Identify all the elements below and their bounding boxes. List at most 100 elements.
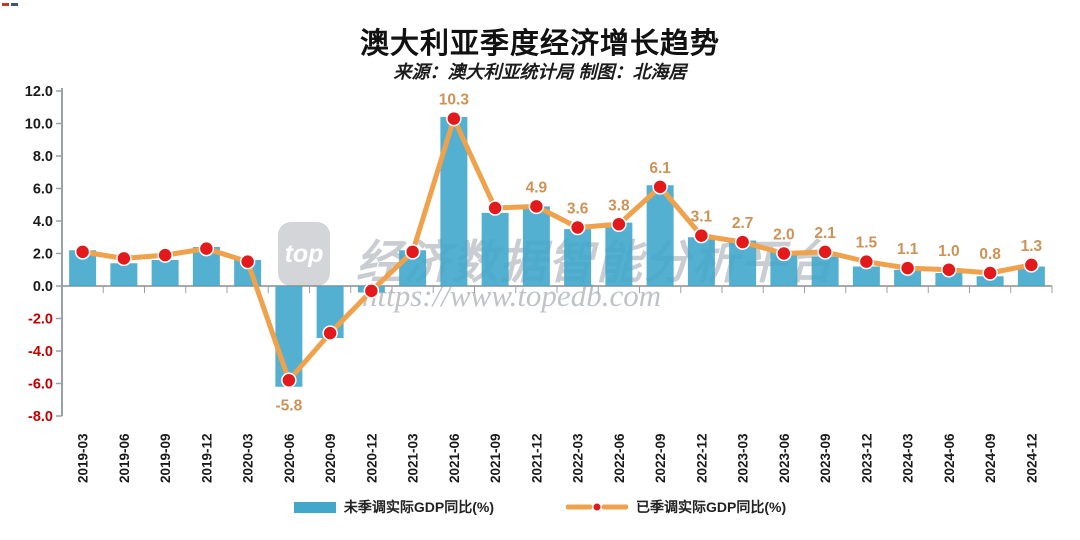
bar	[481, 212, 509, 286]
bar	[151, 260, 179, 286]
y-tick-label: 4.0	[33, 214, 53, 230]
data-label: 0.8	[979, 246, 1001, 263]
legend: 未季调实际GDP同比(%) 已季调实际GDP同比(%)	[0, 497, 1080, 517]
x-tick-label: 2022-03	[571, 433, 586, 483]
y-tick-label: -4.0	[28, 344, 53, 360]
x-tick-label: 2020-09	[323, 433, 338, 483]
bar	[564, 229, 592, 286]
x-tick-label: 2019-12	[199, 433, 214, 483]
data-point	[487, 200, 503, 216]
data-label: 2.0	[773, 227, 795, 244]
data-point	[776, 245, 792, 262]
data-point	[528, 198, 545, 215]
data-point	[652, 179, 668, 195]
bar	[976, 276, 1004, 286]
data-point	[157, 247, 173, 263]
y-tick-label: 6.0	[33, 182, 53, 198]
data-point	[281, 372, 297, 388]
watermark-logo: top	[278, 222, 330, 286]
bar-swatch-icon	[293, 501, 336, 513]
x-tick-label: 2022-12	[694, 433, 709, 483]
data-point	[1023, 257, 1040, 273]
data-point	[322, 325, 338, 341]
data-point	[693, 227, 710, 244]
x-tick-label: 2021-03	[406, 433, 421, 483]
data-point	[734, 234, 751, 250]
data-point	[74, 244, 91, 260]
x-tick-label: 2023-03	[736, 433, 751, 483]
bar	[1017, 266, 1045, 286]
data-point	[941, 262, 957, 278]
data-point	[569, 219, 586, 236]
bar	[110, 263, 138, 286]
data-point	[239, 253, 256, 270]
bar	[852, 266, 880, 286]
y-tick-label: -2.0	[28, 312, 53, 328]
chart-subtitle: 来源：澳大利亚统计局 制图：北海居	[393, 62, 687, 82]
x-tick-label: 2022-06	[612, 433, 627, 483]
data-point	[116, 250, 132, 267]
bar	[522, 206, 550, 286]
data-point	[198, 240, 215, 257]
data-label: 1.1	[897, 241, 919, 258]
data-label: 3.1	[691, 209, 713, 226]
data-label: 2.7	[732, 215, 754, 232]
x-tick-label: 2020-12	[364, 433, 379, 483]
x-tick-label: 2024-09	[983, 433, 998, 483]
x-tick-label: 2023-06	[777, 433, 792, 483]
x-tick-label: 2021-09	[488, 433, 503, 483]
data-point	[858, 253, 875, 270]
bar	[894, 269, 922, 286]
y-tick-label: 10.0	[25, 117, 53, 133]
x-tick-label: 2020-06	[282, 433, 297, 483]
bar	[687, 237, 715, 286]
legend-item-bar-series: 未季调实际GDP同比(%)	[293, 497, 494, 517]
data-label: 1.0	[938, 243, 960, 260]
x-tick-label: 2023-09	[818, 433, 833, 483]
y-tick-label: 12.0	[25, 84, 53, 100]
x-tick-label: 2024-06	[942, 433, 957, 483]
x-tick-label: 2019-06	[117, 433, 132, 483]
x-tick-label: 2021-12	[529, 433, 544, 483]
line-dot-marker-icon	[566, 503, 628, 511]
data-point	[817, 244, 833, 260]
legend-label-line: 已季调实际GDP同比(%)	[636, 499, 787, 515]
y-tick-label: 2.0	[33, 247, 53, 263]
x-tick-label: 2024-12	[1024, 433, 1039, 483]
y-tick-label: -6.0	[28, 377, 53, 393]
data-label: 10.3	[439, 92, 470, 109]
data-label: 2.1	[814, 225, 836, 242]
data-label: 1.3	[1021, 238, 1043, 255]
y-tick-label: -8.0	[28, 409, 53, 425]
x-tick-label: 2023-12	[859, 433, 874, 483]
bar	[605, 222, 633, 286]
line-series	[80, 116, 1034, 383]
x-tick-label: 2019-03	[76, 433, 91, 483]
y-tick-label: 0.0	[33, 279, 53, 295]
x-tick-label: 2020-03	[241, 433, 256, 483]
data-point	[404, 244, 421, 260]
data-point	[982, 265, 998, 281]
bar	[935, 273, 963, 286]
data-point	[446, 110, 462, 127]
x-tick-label: 2021-06	[447, 433, 462, 483]
data-label: 3.6	[567, 201, 589, 218]
chart-title: 澳大利亚季度经济增长趋势	[359, 28, 720, 60]
data-point	[363, 283, 380, 299]
x-tick-label: 2022-09	[653, 433, 668, 483]
y-tick-label: 8.0	[33, 149, 53, 165]
data-label: -5.8	[276, 397, 303, 414]
data-point	[899, 260, 916, 276]
data-label: 3.8	[608, 197, 630, 214]
x-tick-label: 2019-09	[158, 433, 173, 483]
data-label: 1.5	[856, 235, 878, 252]
bar	[646, 185, 674, 286]
data-label: 4.9	[526, 179, 548, 196]
legend-label-bar: 未季调实际GDP同比(%)	[343, 499, 494, 515]
legend-item-line-series: 已季调实际GDP同比(%)	[566, 497, 786, 517]
bar	[811, 256, 839, 286]
data-label: 6.1	[649, 160, 671, 177]
data-point	[611, 216, 627, 232]
watermark-logo-text: top	[284, 239, 324, 268]
